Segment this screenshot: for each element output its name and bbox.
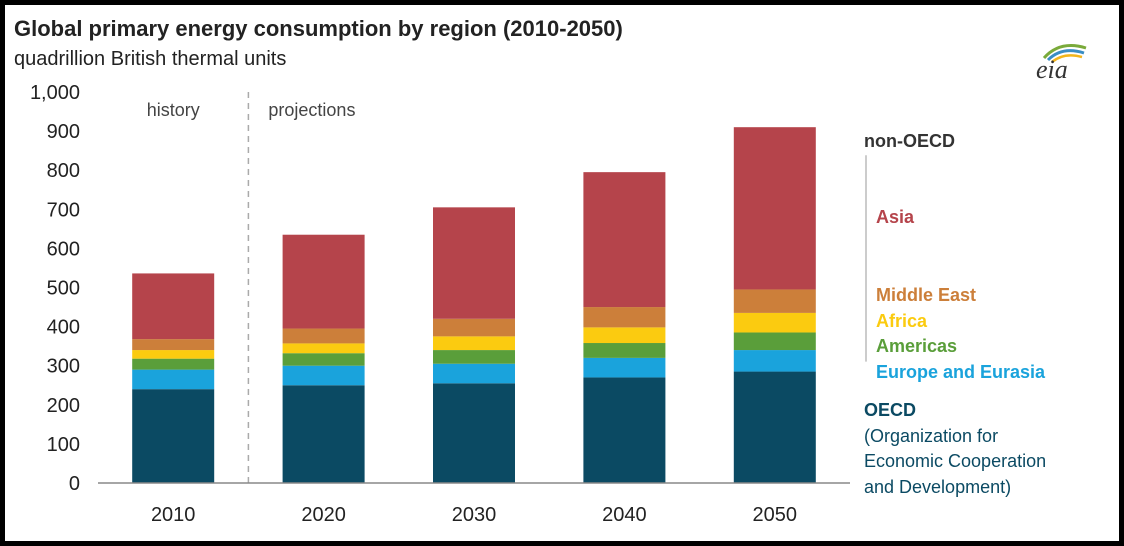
bar-segment — [733, 289, 816, 313]
bar-segment — [583, 377, 666, 483]
bar-segment — [733, 127, 816, 290]
bar-segment — [132, 339, 215, 351]
bar-segment — [282, 353, 365, 366]
x-tick-label: 2010 — [151, 504, 196, 526]
chart-title: Global primary energy consumption by reg… — [14, 16, 623, 41]
y-tick-label: 0 — [69, 473, 80, 495]
x-tick-label: 2050 — [753, 504, 798, 526]
bar-segment — [583, 327, 666, 344]
y-tick-label: 700 — [47, 199, 80, 221]
y-tick-label: 900 — [47, 121, 80, 143]
y-tick-label: 200 — [47, 395, 80, 417]
bar-segment — [282, 385, 365, 483]
bar-segment — [132, 350, 215, 359]
bar-segment — [733, 371, 816, 483]
bar-segment — [433, 336, 515, 351]
bar-segment — [733, 312, 816, 333]
y-tick-label: 800 — [47, 160, 80, 182]
bar-segment — [733, 350, 816, 372]
legend-africa: Africa — [876, 311, 928, 331]
y-tick-label: 300 — [47, 356, 80, 378]
legend-middle-east: Middle East — [876, 285, 976, 305]
projections-label: projections — [268, 100, 355, 120]
bar-segment — [433, 350, 515, 364]
x-tick-label: 2030 — [452, 504, 497, 526]
legend-europe-eurasia: Europe and Eurasia — [876, 362, 1046, 382]
bar-segment — [282, 365, 365, 386]
bar-segment — [583, 343, 666, 358]
bar-segment — [583, 172, 666, 308]
y-tick-label: 500 — [47, 278, 80, 300]
eia-logo: eia — [1030, 36, 1094, 84]
legend-oecd: OECD — [864, 400, 916, 420]
bar-segment — [733, 332, 816, 351]
legend-americas: Americas — [876, 336, 957, 356]
chart-subtitle: quadrillion British thermal units — [14, 48, 287, 70]
x-tick-label: 2020 — [301, 504, 346, 526]
bar-segment — [433, 318, 515, 337]
y-tick-label: 100 — [47, 434, 80, 456]
legend-asia: Asia — [876, 207, 915, 227]
x-tick-label: 2040 — [602, 504, 647, 526]
bar-segment — [282, 343, 365, 354]
logo-text: eia — [1036, 55, 1068, 84]
history-label: history — [147, 100, 200, 120]
bar-segment — [433, 207, 515, 319]
bar-segment — [132, 369, 215, 390]
y-tick-label: 600 — [47, 238, 80, 260]
legend-oecd-desc-1: (Organization for — [864, 426, 998, 446]
bar-segment — [433, 383, 515, 483]
bar-segment — [132, 389, 215, 483]
bar-segment — [433, 363, 515, 384]
y-tick-label: 400 — [47, 317, 80, 339]
bar-segment — [583, 357, 666, 378]
legend-oecd-desc-2: Economic Cooperation — [864, 451, 1046, 471]
bar-segment — [132, 358, 215, 370]
legend-oecd-desc-3: and Development) — [864, 477, 1011, 497]
y-tick-label: 1,000 — [30, 82, 80, 104]
bar-segment — [132, 273, 215, 340]
bar-segment — [282, 328, 365, 344]
bar-segment — [282, 234, 365, 329]
bar-segment — [583, 307, 666, 328]
legend-non-oecd: non-OECD — [864, 131, 955, 151]
